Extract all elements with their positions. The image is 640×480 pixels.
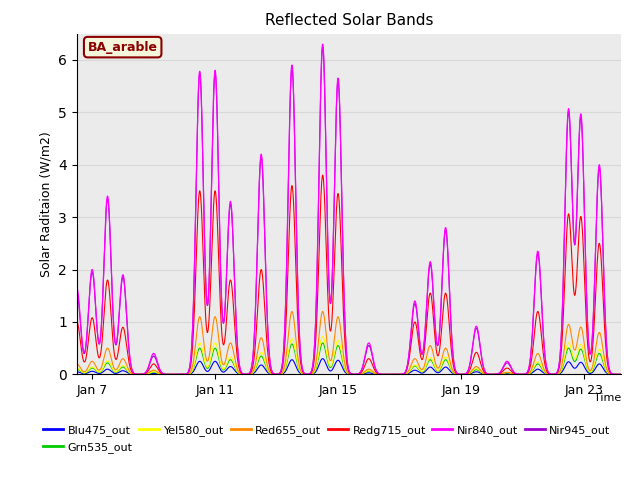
Grn535_out — [73, 366, 81, 372]
Nir840_out — [388, 372, 396, 377]
Line: Nir840_out: Nir840_out — [77, 44, 621, 374]
Red655_out — [617, 372, 625, 377]
Grn535_out — [167, 372, 175, 377]
Redg715_out — [607, 370, 614, 376]
Nir840_out — [282, 307, 289, 313]
Nir840_out — [607, 370, 614, 375]
Blu475_out — [319, 356, 326, 361]
Nir945_out — [607, 370, 614, 375]
Legend: Blu475_out, Grn535_out, Yel580_out, Red655_out, Redg715_out, Nir840_out, Nir945_: Blu475_out, Grn535_out, Yel580_out, Red6… — [39, 421, 615, 457]
Nir840_out — [305, 371, 313, 377]
Nir945_out — [319, 44, 326, 49]
Line: Red655_out: Red655_out — [77, 312, 621, 374]
Nir945_out — [617, 372, 625, 377]
Grn535_out — [388, 372, 396, 377]
Red655_out — [548, 372, 556, 377]
Blu475_out — [305, 372, 313, 377]
Nir840_out — [319, 41, 326, 47]
Yel580_out — [305, 372, 313, 377]
Grn535_out — [617, 372, 625, 377]
Grn535_out — [319, 340, 326, 346]
Redg715_out — [319, 172, 326, 178]
Blu475_out — [607, 372, 614, 377]
Nir945_out — [135, 372, 143, 377]
Blu475_out — [282, 369, 289, 374]
Grn535_out — [135, 372, 143, 377]
Red655_out — [388, 372, 396, 377]
Y-axis label: Solar Raditaion (W/m2): Solar Raditaion (W/m2) — [40, 131, 52, 277]
Red655_out — [607, 371, 614, 377]
Grn535_out — [548, 372, 556, 377]
Nir945_out — [167, 372, 175, 377]
Red655_out — [305, 372, 313, 377]
Red655_out — [135, 372, 143, 377]
Yel580_out — [135, 372, 143, 377]
Redg715_out — [548, 372, 556, 377]
Blu475_out — [73, 369, 81, 375]
Redg715_out — [282, 332, 289, 338]
Yel580_out — [617, 372, 625, 377]
Redg715_out — [167, 372, 175, 377]
Redg715_out — [617, 372, 625, 377]
Nir840_out — [73, 285, 81, 291]
Nir945_out — [388, 372, 396, 377]
Line: Yel580_out: Yel580_out — [77, 336, 621, 374]
Yel580_out — [319, 334, 326, 339]
Blu475_out — [167, 372, 175, 377]
Line: Blu475_out: Blu475_out — [77, 359, 621, 374]
Redg715_out — [73, 319, 81, 325]
Grn535_out — [607, 372, 614, 377]
Nir840_out — [617, 372, 625, 377]
Blu475_out — [617, 372, 625, 377]
Nir945_out — [548, 372, 556, 377]
Text: BA_arable: BA_arable — [88, 41, 157, 54]
Redg715_out — [388, 372, 396, 377]
Yel580_out — [607, 371, 614, 377]
Yel580_out — [73, 365, 81, 371]
Redg715_out — [135, 372, 143, 377]
Grn535_out — [305, 372, 313, 377]
Nir840_out — [135, 372, 143, 377]
Text: Time: Time — [593, 393, 621, 403]
Nir945_out — [305, 371, 313, 377]
Yel580_out — [388, 372, 396, 377]
Line: Grn535_out: Grn535_out — [77, 343, 621, 374]
Red655_out — [282, 359, 289, 364]
Red655_out — [288, 309, 296, 314]
Nir840_out — [167, 372, 175, 377]
Yel580_out — [548, 372, 556, 377]
Nir840_out — [548, 372, 556, 377]
Blu475_out — [388, 372, 396, 377]
Line: Redg715_out: Redg715_out — [77, 175, 621, 374]
Red655_out — [167, 372, 175, 377]
Line: Nir945_out: Nir945_out — [77, 47, 621, 374]
Nir945_out — [282, 308, 289, 313]
Grn535_out — [282, 365, 289, 371]
Yel580_out — [167, 372, 175, 377]
Blu475_out — [135, 372, 143, 377]
Title: Reflected Solar Bands: Reflected Solar Bands — [264, 13, 433, 28]
Nir945_out — [73, 290, 81, 296]
Red655_out — [73, 361, 81, 367]
Redg715_out — [305, 372, 313, 377]
Blu475_out — [548, 372, 556, 377]
Yel580_out — [282, 364, 289, 370]
